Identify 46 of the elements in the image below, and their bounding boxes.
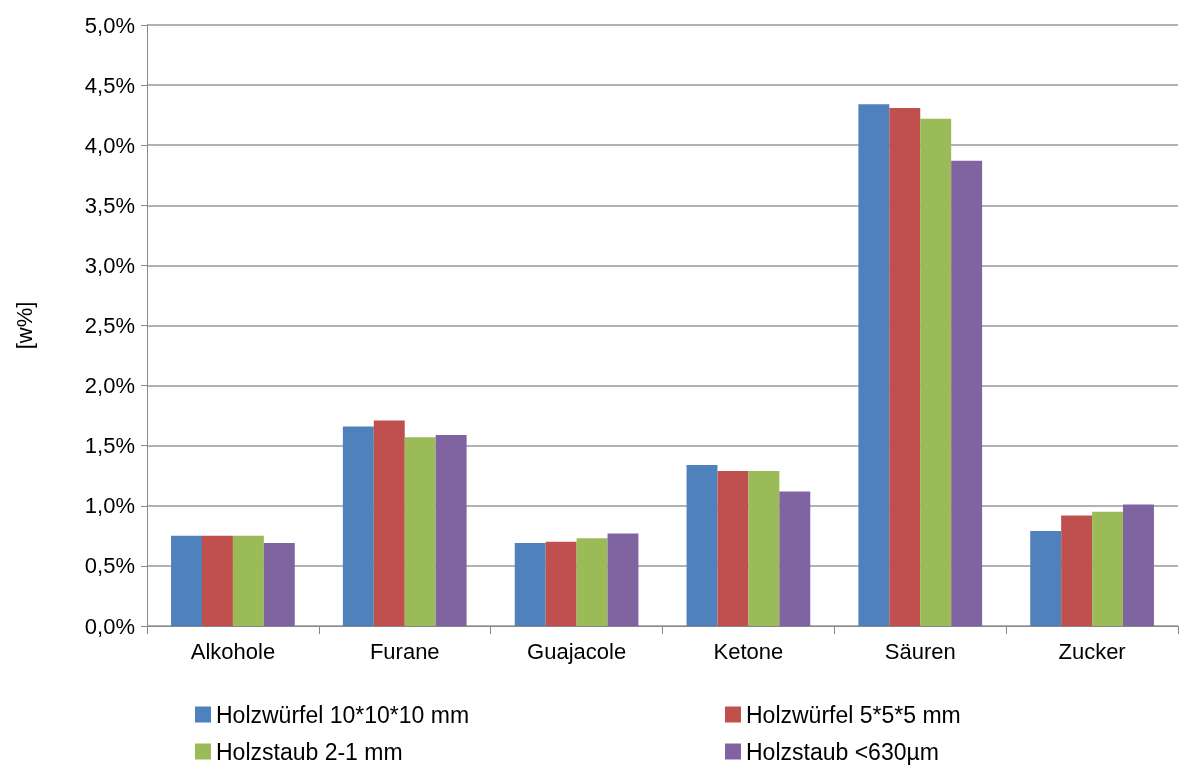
bar bbox=[1092, 511, 1124, 626]
bar bbox=[435, 434, 467, 626]
y-tick-label: 3,0% bbox=[84, 252, 135, 278]
legend-label: Holzstaub 2-1 mm bbox=[216, 738, 403, 765]
bar bbox=[1061, 515, 1093, 626]
legend-label: Holzwürfel 5*5*5 mm bbox=[746, 701, 961, 728]
x-tick-label: Ketone bbox=[713, 638, 784, 664]
bar bbox=[342, 426, 374, 626]
y-tick-label: 1,0% bbox=[84, 493, 135, 519]
bar bbox=[263, 543, 295, 626]
bar bbox=[607, 533, 639, 626]
bar bbox=[748, 470, 780, 626]
y-tick-label: 5,0% bbox=[84, 12, 135, 38]
bar bbox=[717, 470, 749, 626]
y-tick-label: 2,5% bbox=[84, 313, 135, 338]
bar bbox=[686, 464, 718, 626]
bar bbox=[576, 538, 608, 626]
y-tick-label: 3,5% bbox=[84, 192, 135, 218]
bar bbox=[920, 118, 952, 626]
y-tick-label: 2,0% bbox=[84, 373, 135, 399]
bar bbox=[951, 160, 983, 626]
bar bbox=[404, 437, 436, 626]
x-tick-label: Alkohole bbox=[190, 638, 276, 664]
bar bbox=[1123, 504, 1154, 626]
bar bbox=[858, 104, 890, 626]
y-tick-label: 4,0% bbox=[84, 132, 135, 158]
y-tick-label: 4,5% bbox=[84, 72, 135, 98]
bar bbox=[779, 491, 811, 626]
x-tick-label: Guajacole bbox=[527, 638, 627, 664]
bar bbox=[373, 420, 405, 626]
bar bbox=[1030, 531, 1062, 626]
x-tick-label: Furane bbox=[369, 638, 440, 664]
y-tick-label: 1,5% bbox=[84, 433, 135, 459]
y-tick-label: 0,0% bbox=[84, 613, 135, 639]
bar bbox=[232, 535, 264, 626]
x-tick-label: Säuren bbox=[884, 638, 956, 664]
y-axis-title: [w%] bbox=[11, 301, 37, 350]
bar bbox=[889, 107, 921, 626]
bar bbox=[171, 535, 202, 626]
legend-label: Holzwürfel 10*10*10 mm bbox=[216, 701, 470, 728]
x-tick-label: Zucker bbox=[1058, 638, 1126, 664]
bar bbox=[201, 535, 233, 626]
legend-label: Holzstaub <630µm bbox=[746, 738, 939, 765]
bar bbox=[545, 541, 577, 626]
y-tick-label: 0,5% bbox=[84, 553, 135, 579]
bar bbox=[514, 543, 546, 626]
